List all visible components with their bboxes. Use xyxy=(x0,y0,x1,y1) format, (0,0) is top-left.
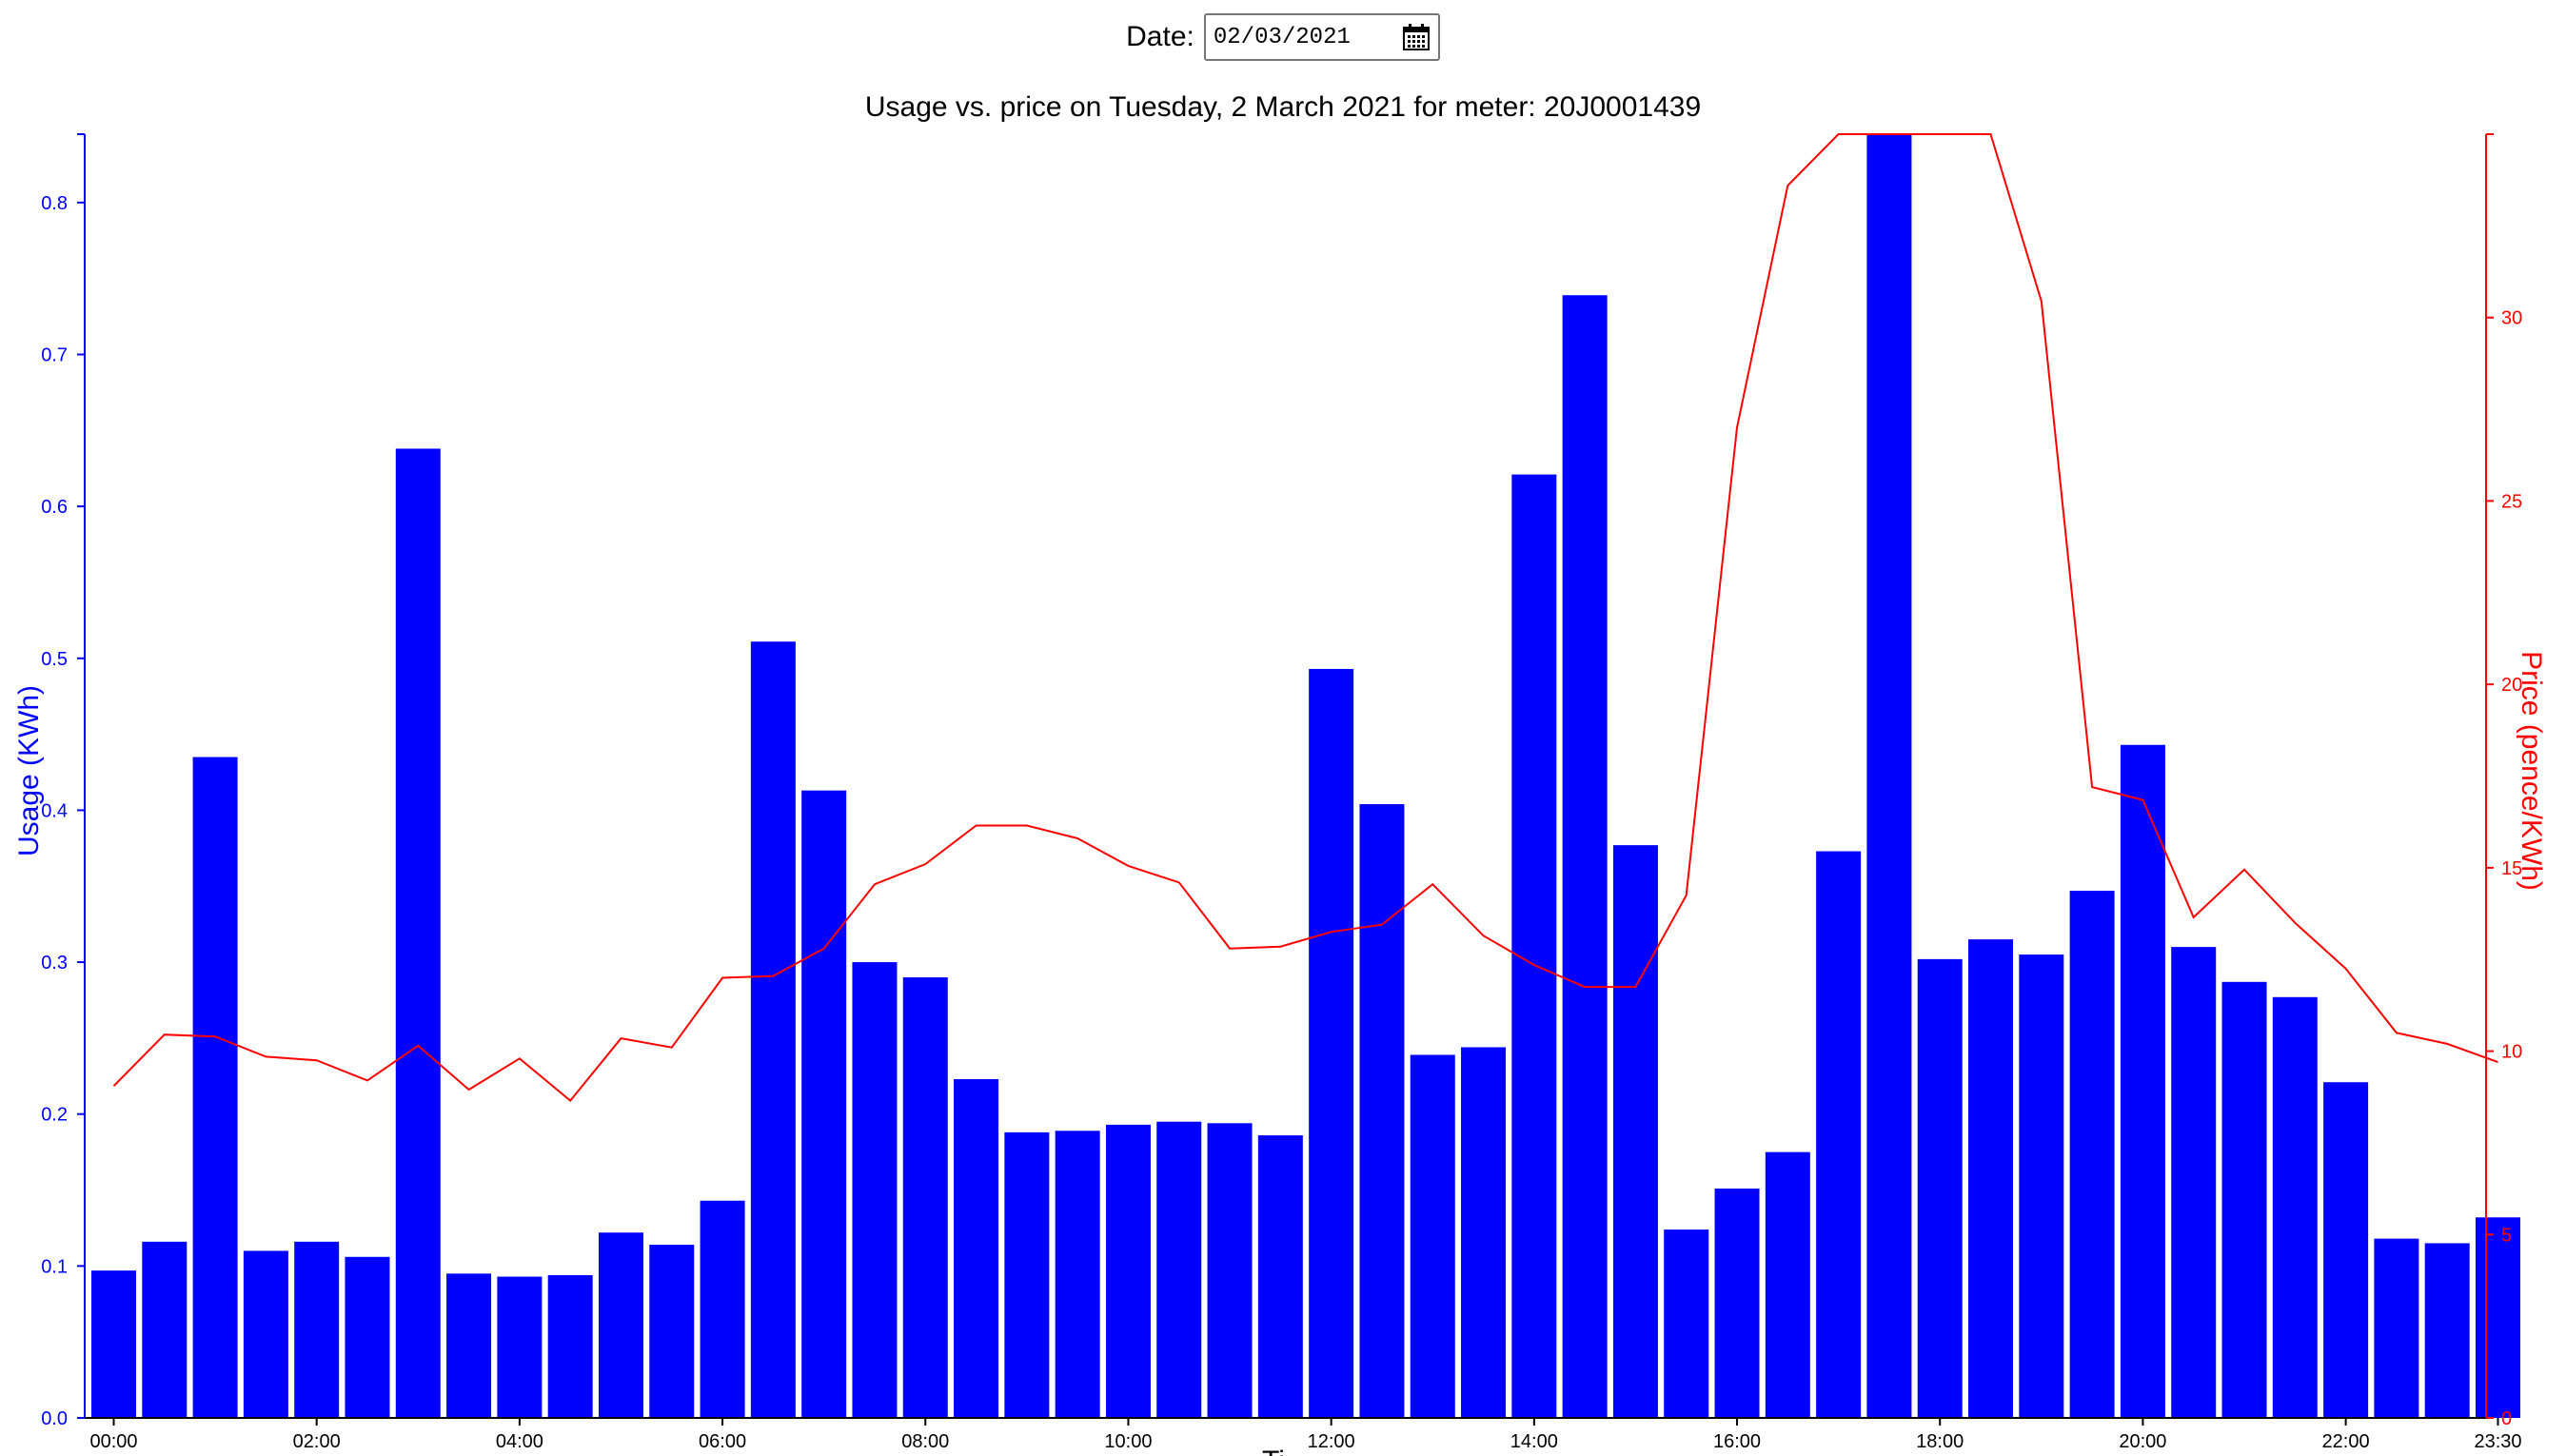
x-tick-label: 14:00 xyxy=(1510,1431,1558,1452)
usage-bar xyxy=(446,1273,492,1418)
right-tick-label: 30 xyxy=(2501,308,2522,329)
usage-bar xyxy=(1410,1054,1455,1418)
x-tick-label: 04:00 xyxy=(496,1431,543,1452)
date-label: Date: xyxy=(1126,21,1194,52)
usage-bar xyxy=(2069,891,2115,1418)
left-tick-label: 0.5 xyxy=(41,649,68,670)
usage-bar xyxy=(1257,1135,1303,1418)
usage-bar xyxy=(1055,1131,1100,1418)
usage-bar xyxy=(2374,1238,2419,1418)
right-tick-label: 0 xyxy=(2501,1408,2512,1429)
usage-bar xyxy=(954,1078,999,1418)
usage-bar xyxy=(852,962,898,1418)
usage-bar xyxy=(91,1270,136,1418)
chart-title: Usage vs. price on Tuesday, 2 March 2021… xyxy=(865,91,1701,123)
x-tick-label: 12:00 xyxy=(1308,1431,1355,1452)
usage-bar xyxy=(395,448,441,1418)
usage-bar xyxy=(801,790,847,1418)
usage-bars xyxy=(91,134,2520,1419)
usage-bar xyxy=(598,1232,643,1418)
x-tick-label: 23:30 xyxy=(2474,1431,2521,1452)
usage-bar xyxy=(1461,1047,1507,1418)
usage-bar xyxy=(1156,1121,1202,1418)
date-row: Date: 02/03/2021 xyxy=(0,13,2566,61)
left-tick-label: 0.4 xyxy=(41,800,68,821)
usage-bar xyxy=(700,1200,745,1418)
right-axis: 0 5 10 15 20 25 30 xyxy=(2485,133,2522,1429)
usage-bar xyxy=(1562,295,1608,1419)
x-tick-label: 22:00 xyxy=(2322,1431,2370,1452)
left-tick-label: 0.0 xyxy=(41,1408,68,1429)
usage-bar xyxy=(497,1276,543,1418)
x-tick-label: 18:00 xyxy=(1916,1431,1964,1452)
usage-bar xyxy=(1511,474,1557,1418)
usage-bar xyxy=(2221,981,2267,1418)
usage-bar xyxy=(2019,954,2064,1418)
usage-bar xyxy=(649,1245,695,1418)
usage-bar xyxy=(1968,939,2014,1418)
usage-bar xyxy=(1105,1124,1151,1418)
x-tick-label: 08:00 xyxy=(901,1431,949,1452)
right-tick-label: 10 xyxy=(2501,1042,2522,1063)
usage-bar xyxy=(750,641,796,1418)
x-tick-label: 16:00 xyxy=(1713,1431,1761,1452)
usage-bar xyxy=(243,1250,288,1418)
x-tick-label: 02:00 xyxy=(293,1431,341,1452)
calendar-icon[interactable] xyxy=(1402,23,1431,51)
price-line xyxy=(112,133,2498,1103)
usage-bar xyxy=(902,977,948,1418)
usage-bar xyxy=(1612,845,1658,1418)
usage-bar xyxy=(547,1274,593,1418)
usage-bar xyxy=(2120,744,2165,1418)
date-input-value[interactable]: 02/03/2021 xyxy=(1213,24,1351,50)
date-input[interactable]: 02/03/2021 xyxy=(1203,13,1440,61)
usage-bar xyxy=(1765,1151,1810,1418)
left-axis: 0.0 0.1 0.2 0.3 0.4 0.5 0.6 0.7 0.8 xyxy=(41,133,86,1429)
usage-bar xyxy=(1816,851,1862,1418)
x-label: Ti xyxy=(1262,1446,1285,1456)
usage-bar xyxy=(2323,1082,2369,1418)
x-tick-label: 10:00 xyxy=(1104,1431,1152,1452)
right-tick-label: 20 xyxy=(2501,675,2522,696)
usage-bar xyxy=(1207,1123,1253,1418)
usage-bar xyxy=(2171,947,2217,1418)
right-tick-label: 15 xyxy=(2501,858,2522,879)
usage-bar xyxy=(142,1241,188,1418)
usage-bar xyxy=(2424,1243,2470,1418)
usage-bar xyxy=(1309,668,1354,1418)
usage-bar xyxy=(1359,804,1405,1418)
usage-bar xyxy=(1714,1188,1760,1418)
usage-bar xyxy=(1664,1230,1709,1418)
usage-bar xyxy=(294,1241,340,1418)
x-tick-label: 06:00 xyxy=(699,1431,746,1452)
x-axis: 00:00 02:00 04:00 06:00 08:00 10:00 12:00 14:00… xyxy=(85,1417,2522,1452)
usage-bar xyxy=(1917,958,1963,1418)
usage-bar xyxy=(2476,1217,2520,1418)
left-tick-label: 0.2 xyxy=(41,1105,68,1126)
right-tick-label: 5 xyxy=(2501,1225,2512,1246)
x-tick-label: 20:00 xyxy=(2119,1431,2166,1452)
usage-bar xyxy=(345,1256,390,1418)
left-tick-label: 0.6 xyxy=(41,497,68,518)
left-tick-label: 0.3 xyxy=(41,953,68,974)
usage-bar xyxy=(2272,996,2318,1418)
usage-bar xyxy=(1866,134,1912,1418)
usage-bar xyxy=(192,757,238,1418)
left-tick-label: 0.8 xyxy=(41,193,68,214)
left-tick-label: 0.1 xyxy=(41,1256,68,1277)
usage-bar xyxy=(1004,1131,1050,1418)
right-tick-label: 25 xyxy=(2501,491,2522,512)
left-tick-label: 0.7 xyxy=(41,344,68,365)
y-left-label: Usage (KWh) xyxy=(13,685,45,856)
x-tick-label: 00:00 xyxy=(89,1431,137,1452)
y-right-label: Price (pence/KWh) xyxy=(2516,651,2547,891)
